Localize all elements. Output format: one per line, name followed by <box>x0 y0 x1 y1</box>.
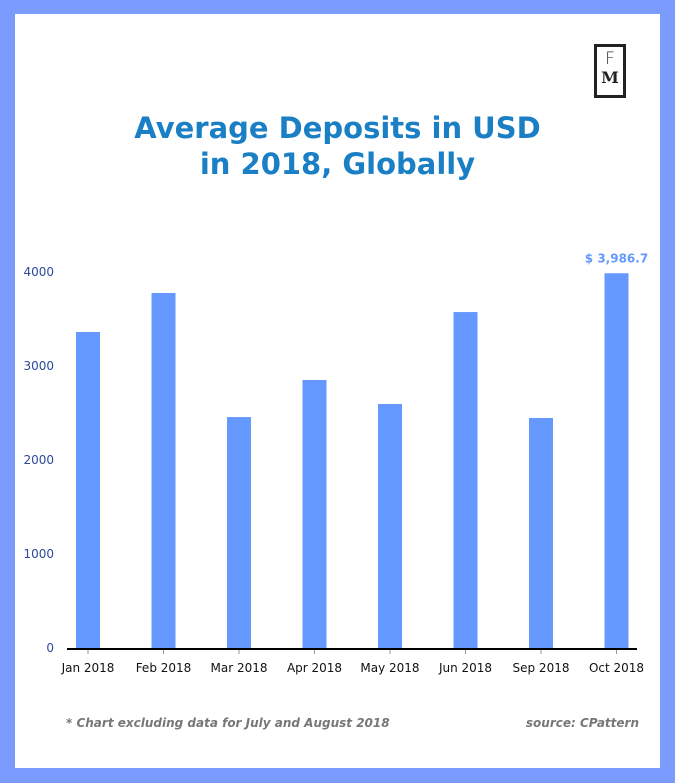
bar <box>302 380 327 648</box>
logo-f: F <box>605 49 615 69</box>
logo-m: M <box>601 68 619 87</box>
y-tick-label: 3000 <box>23 359 54 373</box>
x-tick-label: Oct 2018 <box>589 661 644 675</box>
x-tick-label: Apr 2018 <box>287 661 342 675</box>
bar <box>604 273 629 648</box>
title-line-2: in 2018, Globally <box>199 147 476 181</box>
bar <box>529 417 553 648</box>
footnote: * Chart excluding data for July and Augu… <box>66 716 390 730</box>
x-tick-label: Jun 2018 <box>438 661 492 675</box>
bar <box>378 403 402 648</box>
x-tick-label: Mar 2018 <box>211 661 268 675</box>
title-line-1: Average Deposits in USD <box>134 111 541 145</box>
x-tick-label: May 2018 <box>360 661 419 675</box>
x-tick-label: Jan 2018 <box>61 661 115 675</box>
chart-title: Average Deposits in USD in 2018, Globally <box>0 110 675 182</box>
x-tick-label: Sep 2018 <box>513 661 570 675</box>
bar <box>227 417 251 648</box>
source-label: source: CPattern <box>525 716 639 730</box>
y-tick-label: 1000 <box>23 547 54 561</box>
x-tick-label: Feb 2018 <box>136 661 192 675</box>
y-tick-label: 0 <box>46 641 54 655</box>
y-tick-label: 2000 <box>23 453 54 467</box>
data-label: $ 3,986.7 <box>585 251 648 265</box>
bar <box>453 312 478 648</box>
y-tick-label: 4000 <box>23 265 54 279</box>
bar <box>151 292 176 648</box>
bar <box>76 331 100 648</box>
